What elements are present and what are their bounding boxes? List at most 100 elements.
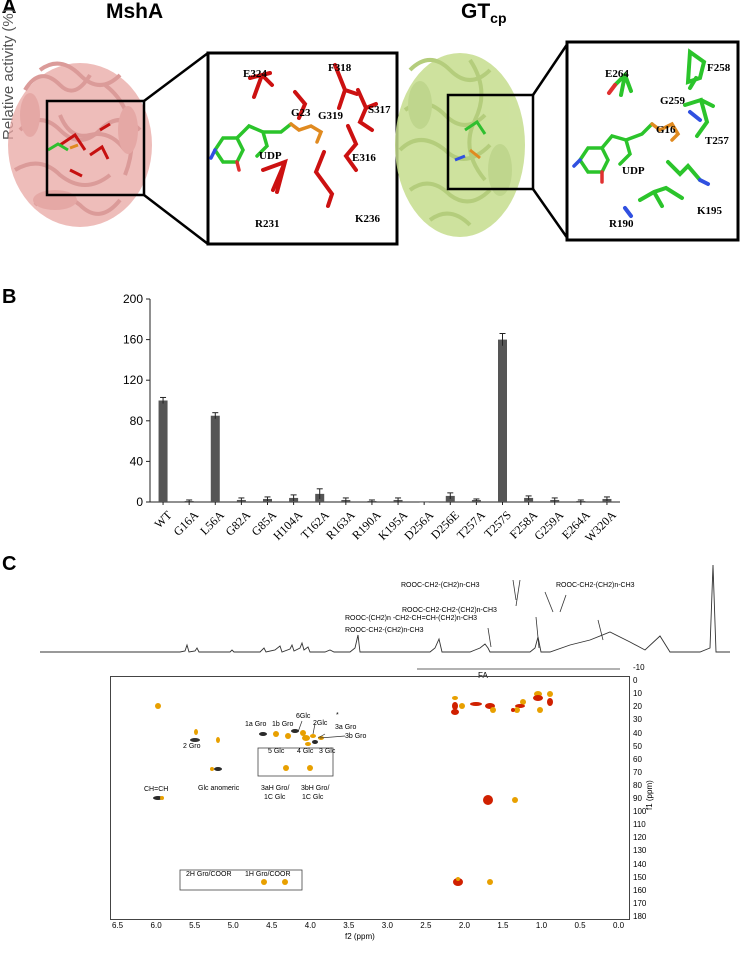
- msha-res-e324: E324: [243, 68, 267, 80]
- msha-zoom-udp: [209, 122, 324, 172]
- activity-bar-chart: 0 40 80 120 160 200: [123, 292, 620, 509]
- hsqc-label-lines: [297, 720, 346, 739]
- hsqc-peaks-carbonyl: [261, 795, 518, 886]
- y-tick-label: 120: [123, 373, 143, 387]
- f2-tick-label: 5.5: [189, 921, 201, 930]
- gtcp-zoom-box: [446, 93, 535, 191]
- f1-tick-label: 0: [633, 676, 638, 686]
- hsqc-label-1c-glc-b: 1C Glc: [302, 794, 324, 801]
- hsqc-label-5-glc: 5 Glc: [268, 748, 285, 755]
- f2-tick-label: 4.5: [266, 921, 278, 930]
- gtcp-res-k195: K195: [697, 205, 723, 217]
- f2-axis-label: f2 (ppm): [345, 932, 375, 941]
- gtcp-title: GTcp: [461, 0, 507, 27]
- hsqc-crosspeaks: [153, 691, 553, 891]
- hsqc-label-3bh-gro: 3bH Gro/: [301, 785, 330, 792]
- hsqc-label-2glc: 2Glc: [313, 720, 328, 727]
- hsqc-label-glc-anomeric: Glc anomeric: [198, 785, 240, 792]
- f1-tick-label: 10: [633, 689, 642, 699]
- f2-tick-label: 6.5: [112, 921, 124, 930]
- gtcp-active-site: [454, 119, 487, 162]
- f2-tick-label: 6.0: [150, 921, 162, 930]
- msha-zoom-panel: [206, 51, 399, 246]
- gtcp-res-g16: G16: [656, 124, 676, 136]
- msha-res-g23: G23: [291, 107, 311, 119]
- hsqc-label-2h-gro-coor: 2H Gro/COOR: [186, 871, 232, 878]
- f2-tick-label: 3.0: [381, 921, 393, 930]
- msha-active-site-sticks: [59, 122, 111, 178]
- f2-tick-label: 0.0: [613, 921, 625, 930]
- f2-tick-label: 1.0: [535, 921, 548, 930]
- y-tick-label: 160: [123, 333, 143, 347]
- nmr-label-ch3: ROOC-CH2-(CH2)n-CH3: [556, 582, 635, 589]
- gtcp-zoom-udp: [572, 121, 681, 184]
- msha-res-f318: F318: [328, 62, 352, 74]
- nmr-label-beta: ROOC-CH2-CH2-(CH2)n-CH3: [402, 607, 497, 614]
- hsqc-label-1h-gro-coor: 1H Gro/COOR: [245, 871, 291, 878]
- f1-tick-label: 180: [633, 912, 647, 921]
- f1-axis-label: f1 (ppm): [645, 780, 654, 810]
- nmr-label-fa: FA: [478, 671, 488, 680]
- f2-tick-label: 3.5: [343, 921, 355, 930]
- msha-res-g319: G319: [318, 110, 344, 122]
- f1-tick-label: 20: [633, 702, 642, 712]
- hsqc-label-3a-gro: 3a Gro: [335, 724, 357, 731]
- y-tick-label: 0: [136, 495, 143, 509]
- f1-tick-label: 130: [633, 846, 647, 856]
- f1-tick-label: 30: [633, 715, 642, 725]
- panel-c-letter: C: [2, 553, 17, 575]
- f2-tick-label: 1.5: [497, 921, 509, 930]
- msha-zoom-box: [45, 99, 146, 197]
- gtcp-subscript: cp: [490, 10, 507, 27]
- msha-res-r231: R231: [255, 218, 280, 230]
- hsqc-label-3b-gro: 3b Gro: [345, 733, 367, 740]
- nmr-1d-spectrum: [40, 564, 730, 653]
- msha-zoom-residues: [248, 63, 378, 208]
- msha-ligand: [47, 142, 79, 152]
- hsqc-label-2-gro: 2 Gro: [183, 743, 201, 750]
- f1-tick-label: 70: [633, 767, 642, 777]
- y-tick-label: 200: [123, 292, 143, 306]
- hsqc-label-1a-gro: 1a Gro: [245, 721, 267, 728]
- f2-tick-label: 0.5: [574, 921, 586, 930]
- hsqc-label-4-glc: 4 Glc: [297, 748, 314, 755]
- msha-title: MshA: [106, 0, 164, 23]
- hsqc-label-1c-glc-a: 1C Glc: [264, 794, 286, 801]
- y-tick-label: 40: [130, 454, 144, 468]
- f2-tick-label: 4.0: [304, 921, 316, 930]
- gtcp-zoom-panel: [565, 40, 740, 242]
- f1-tick-label: -10: [633, 663, 645, 672]
- nmr-peak-callouts: [487, 579, 604, 649]
- msha-res-udp: UDP: [259, 150, 282, 162]
- bar-WT: [158, 400, 168, 502]
- hsqc-box-coor: [179, 869, 303, 891]
- hsqc-label-star: *: [336, 712, 339, 719]
- f2-tick-label: 2.0: [458, 921, 470, 930]
- nmr-label-alpha: ROOC-CH2-(CH2)n-CH3: [345, 627, 424, 634]
- gtcp-res-udp: UDP: [622, 165, 645, 177]
- f1-tick-label: 50: [633, 741, 642, 751]
- panel-b-letter: B: [2, 286, 17, 308]
- nmr-label-ch3-chain: ROOC-CH2-(CH2)n-CH3: [401, 582, 480, 589]
- hsqc-label-6glc: 6Glc: [296, 713, 311, 720]
- gtcp-ribbon-structure: [395, 53, 525, 237]
- gtcp-res-f258: F258: [707, 62, 731, 74]
- gtcp-res-e264: E264: [605, 68, 629, 80]
- hsqc-box-glc: [257, 747, 334, 777]
- f2-tick-label: 2.5: [420, 921, 432, 930]
- f1-tick-label: 40: [633, 728, 642, 738]
- bar-T257S: [498, 339, 507, 502]
- gtcp-res-g259: G259: [660, 95, 686, 107]
- hsqc-label-chch: CH=CH: [144, 786, 169, 793]
- nmr-label-allylic: ROOC-(CH2)n -CH2-CH=CH-(CH2)n-CH3: [345, 615, 478, 622]
- f1-tick-label: 80: [633, 780, 642, 790]
- gtcp-zoom-residues: [607, 48, 715, 218]
- msha-res-s317: S317: [368, 104, 391, 116]
- hsqc-frame: [110, 676, 630, 920]
- bar-L56A: [210, 415, 220, 502]
- f2-tick-label: 5.0: [227, 921, 239, 930]
- f1-tick-label: 160: [633, 885, 647, 895]
- y-tick-label: 80: [130, 414, 144, 428]
- gtcp-res-t257: T257: [705, 135, 729, 147]
